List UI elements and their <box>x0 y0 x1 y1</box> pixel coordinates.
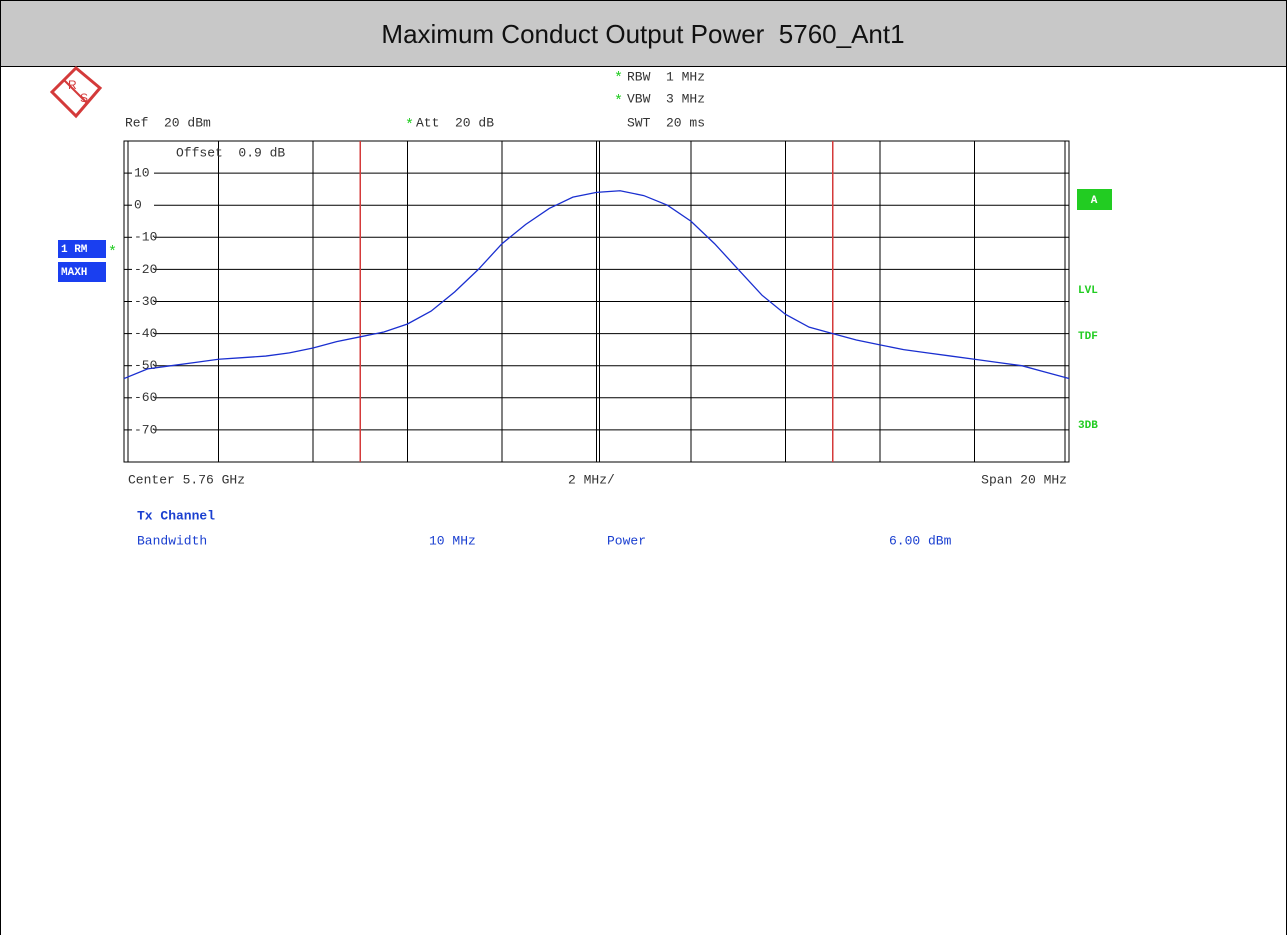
swt: SWT 20 ms <box>627 115 705 130</box>
attenuation: Att 20 dB <box>416 115 494 130</box>
y-tick-label: 10 <box>134 166 150 181</box>
side-badge <box>1077 189 1112 210</box>
y-tick-label: -60 <box>134 390 157 405</box>
chart-title: Maximum Conduct Output Power 5760_Ant1 <box>381 19 904 49</box>
mode-badge <box>58 262 106 282</box>
side-label: TDF <box>1078 331 1098 343</box>
side-label: LVL <box>1078 285 1098 297</box>
center-freq: Center 5.76 GHz <box>128 472 245 487</box>
star: * <box>614 93 623 110</box>
y-tick-label: 0 <box>134 198 142 213</box>
span: Span 20 MHz <box>981 472 1067 487</box>
logo-diamond <box>49 65 103 119</box>
trace-label: 1 RM <box>61 244 88 256</box>
y-tick-label: -30 <box>134 294 157 309</box>
star: * <box>108 244 117 261</box>
results-heading: Tx Channel <box>137 508 215 523</box>
y-tick-label: -10 <box>134 230 157 245</box>
division: 2 MHz/ <box>568 472 615 487</box>
trace <box>123 190 1070 380</box>
side-label: 3DB <box>1078 420 1098 432</box>
y-tick-label: -70 <box>134 422 157 437</box>
trace-badge <box>58 240 106 258</box>
result-value: 10 MHz <box>429 533 476 548</box>
offset: Offset 0.9 dB <box>176 145 285 160</box>
star: * <box>614 70 623 87</box>
result-label: Power <box>607 533 646 548</box>
ref-level: Ref 20 dBm <box>125 115 211 130</box>
logo-letter: S <box>80 91 88 105</box>
y-tick-label: -20 <box>134 262 157 277</box>
mode-label: MAXH <box>61 267 87 279</box>
vbw: VBW 3 MHz <box>627 91 705 106</box>
logo: R S <box>49 65 103 119</box>
side-label: A <box>1091 195 1098 207</box>
title-bar <box>0 0 1287 67</box>
logo-letter: R <box>68 78 77 92</box>
result-value: 6.00 dBm <box>889 533 952 548</box>
result-label: Bandwidth <box>137 533 207 548</box>
logo-stroke <box>63 79 89 105</box>
star: * <box>405 117 414 134</box>
rbw: RBW 1 MHz <box>627 69 705 84</box>
y-tick-label: -50 <box>134 358 157 373</box>
plot: 10 0 -10 -20 -30 -40 -50 -60 -70 Offset 0.9 dB <box>123 140 1070 463</box>
y-tick-label: -40 <box>134 326 157 341</box>
